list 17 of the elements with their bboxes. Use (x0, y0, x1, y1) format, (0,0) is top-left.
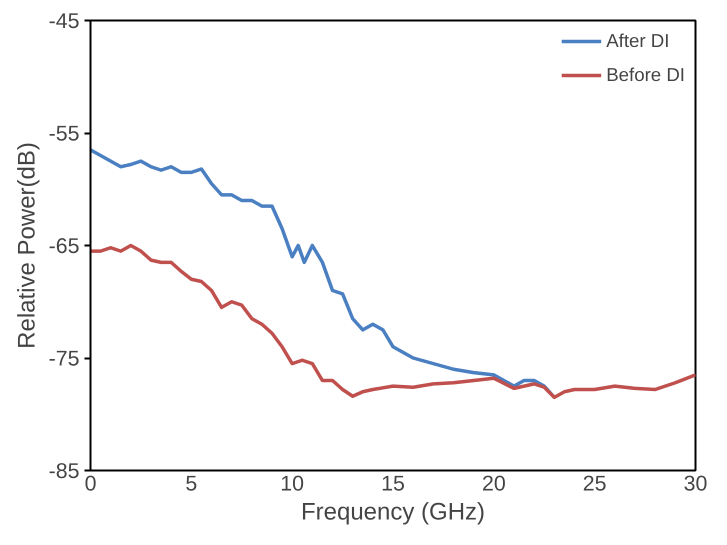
legend-label: Before DI (606, 64, 685, 86)
x-axis-title: Frequency (GHz) (300, 498, 486, 526)
y-tick-label: -65 (48, 234, 80, 258)
y-tick-label: -75 (48, 346, 80, 370)
y-tick-label: -45 (48, 9, 80, 33)
line-series (90, 244, 696, 400)
y-tick-label: -55 (48, 122, 80, 146)
x-tick-label: 15 (381, 472, 405, 496)
x-tick-label: 20 (482, 472, 506, 496)
x-tick-label: 30 (684, 472, 708, 496)
x-tick-label: 25 (582, 472, 607, 496)
y-axis-title: Relative Power(dB) (14, 142, 41, 349)
legend-label: After DI (606, 30, 670, 52)
x-tick-label: 0 (84, 472, 97, 496)
y-tick-label: -85 (48, 459, 80, 483)
x-tick-label: 5 (185, 472, 198, 496)
x-tick-label: 10 (280, 472, 304, 496)
